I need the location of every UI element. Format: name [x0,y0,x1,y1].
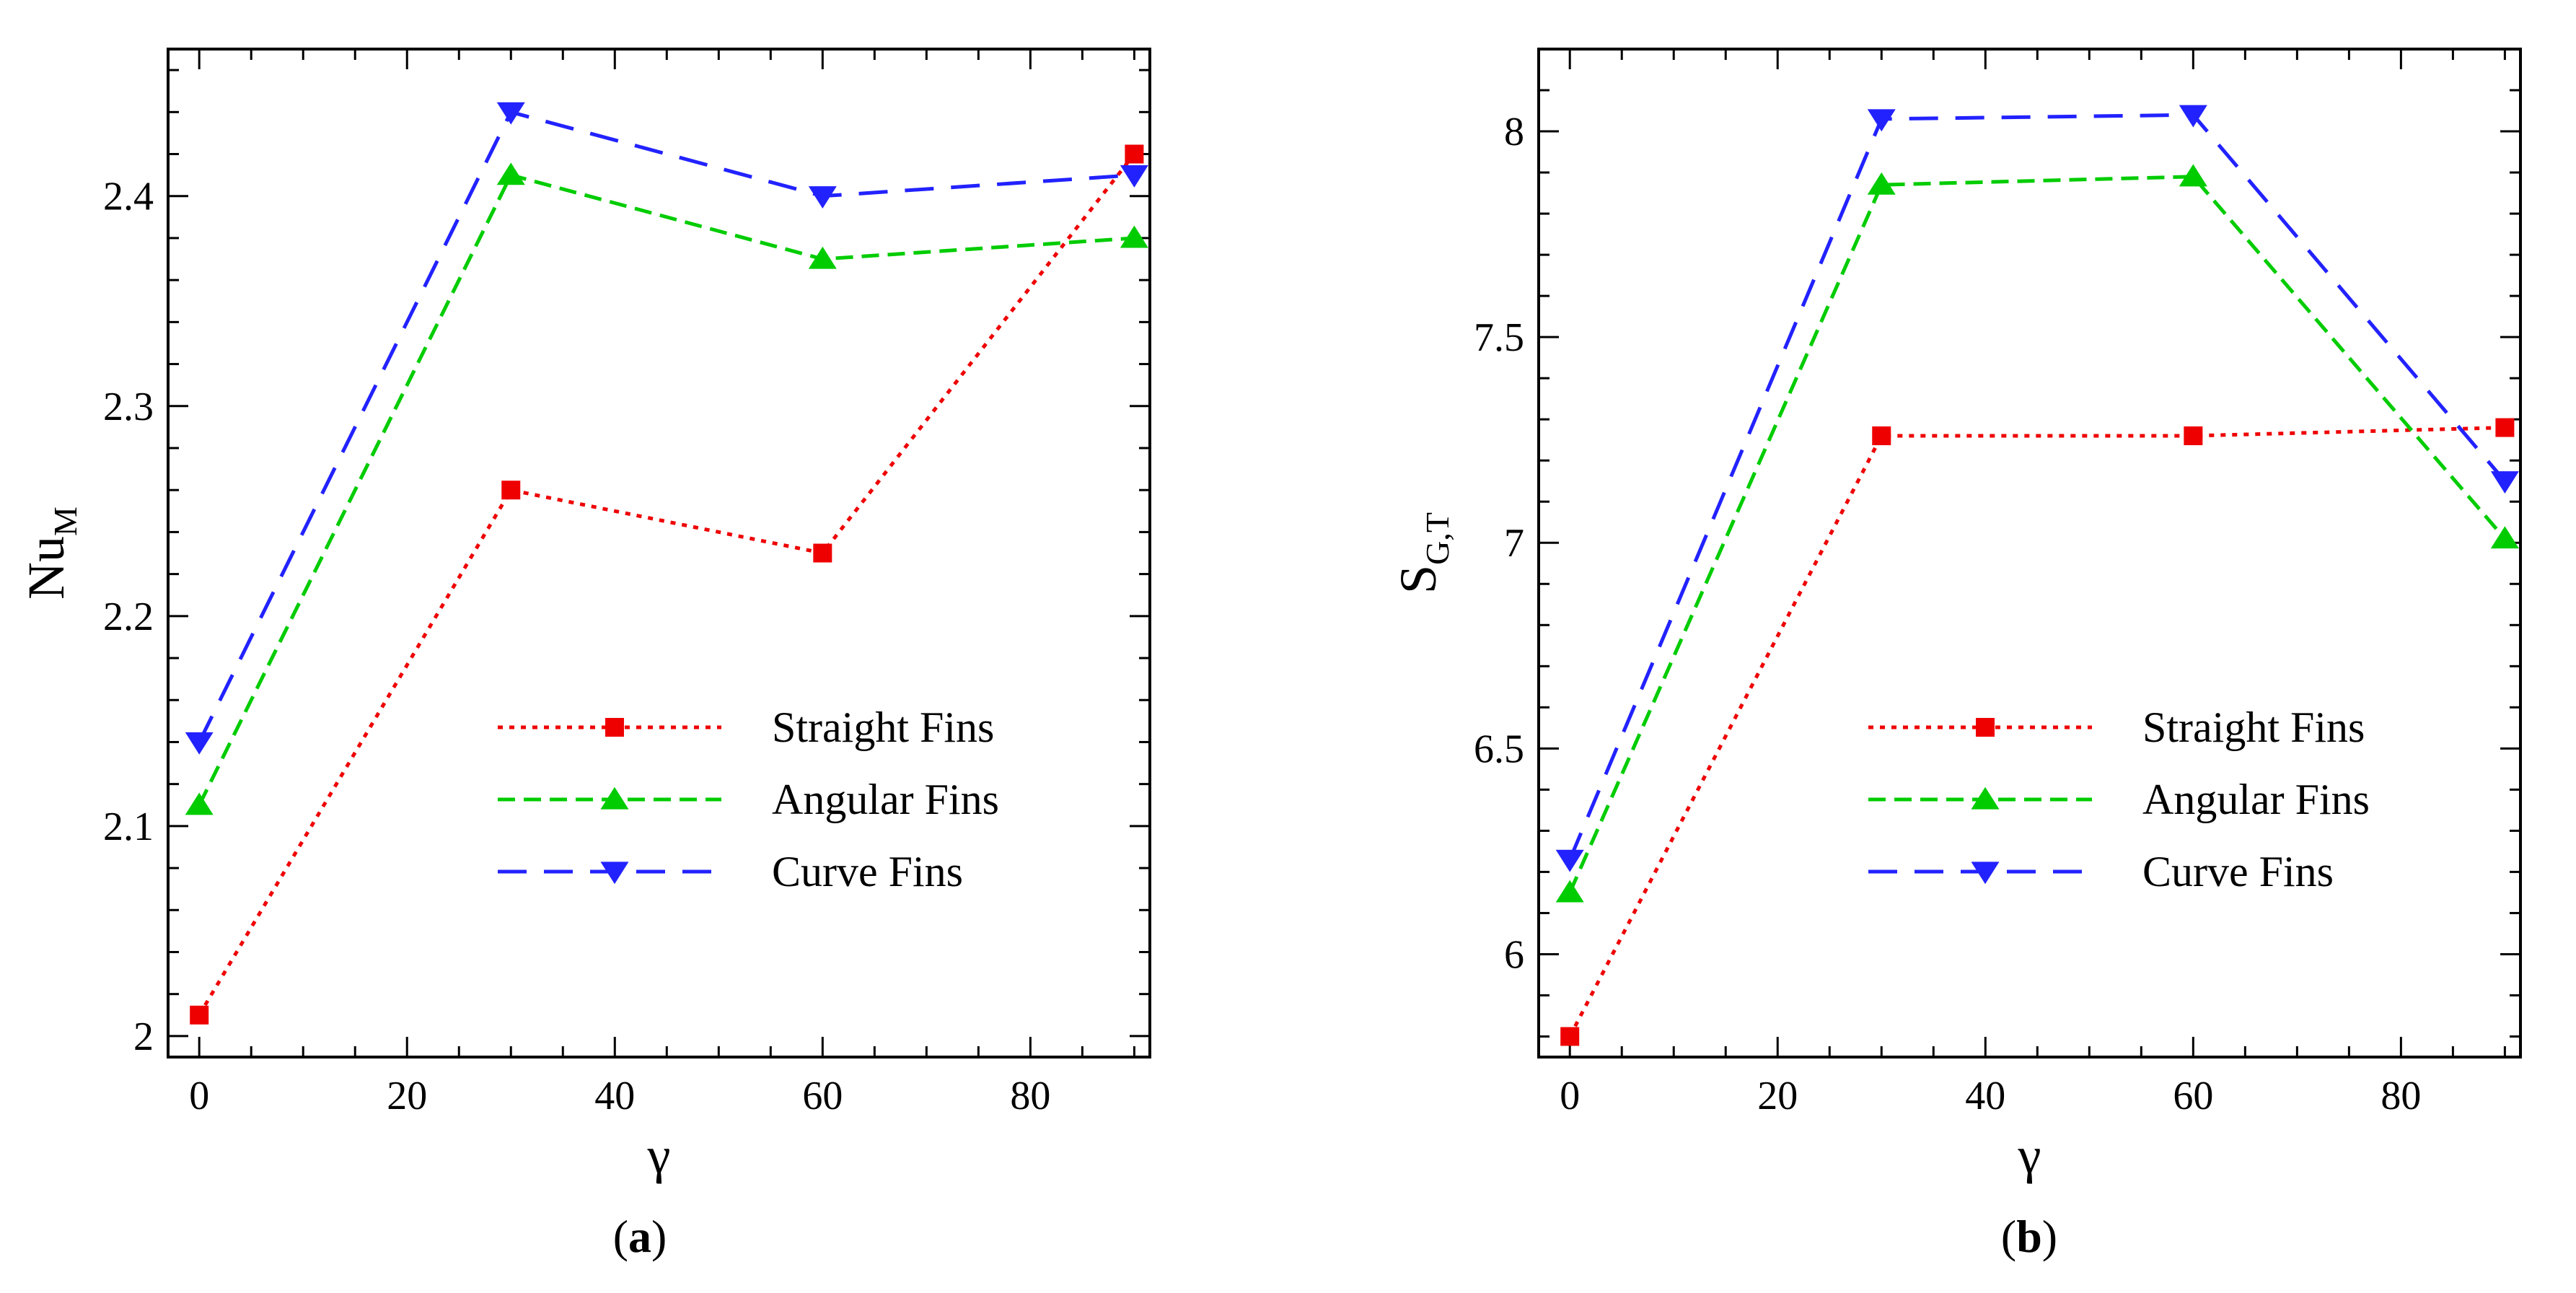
data-point-curve-fins [2490,471,2519,494]
data-point-straight-fins [813,543,832,563]
x-tick-label: 80 [1010,1074,1050,1118]
series-line-straight-fins [198,152,1136,1017]
y-tick-label: 8 [1504,110,1524,154]
caption-letter: a [628,1211,651,1262]
legend-label: Straight Fins [2142,704,2365,751]
legend-label: Curve Fins [2142,848,2334,895]
y-tick-label: 7 [1504,521,1524,566]
chart-panel-a: 0 20 40 60 80 2 2.1 2.2 2.3 2.4 γ NuM Straight Fins A… [17,48,1151,1262]
y-tick-label: 2.3 [103,385,154,429]
x-tick-label: 0 [189,1074,209,1118]
y-axis-title-main: Nu [17,536,75,600]
data-point-straight-fins [190,1005,209,1025]
data-point-straight-fins [2495,418,2515,437]
series-line-curve-fins [1568,113,2507,861]
data-point-angular-fins [2490,526,2519,549]
chart-panel-b: 0 20 40 60 80 6 6.5 7 7.5 8 γ SG,T Straight Fins Angu… [1389,48,2522,1262]
x-tick-label: 40 [1965,1074,2005,1118]
y-tick-label: 2.1 [103,805,154,849]
data-point-curve-fins [1120,165,1148,188]
data-point-straight-fins [1560,1027,1580,1046]
legend-marker [600,862,629,885]
caption-open-paren: ( [613,1211,628,1262]
x-tick-label: 40 [594,1074,635,1118]
y-tick-label: 7.5 [1474,315,1524,360]
data-point-straight-fins [1872,426,1891,445]
x-tick-label: 20 [387,1074,427,1118]
x-tick-label: 60 [802,1074,843,1118]
caption-letter: b [2016,1211,2042,1262]
y-axis-title-subscript: G,T [1419,512,1456,565]
y-axis-title: SG,T [1389,512,1456,594]
series-line-angular-fins [197,172,1135,806]
y-axis-title-main: S [1389,565,1447,594]
data-point-angular-fins [1120,225,1148,248]
data-point-curve-fins [496,102,525,125]
data-point-angular-fins [808,246,837,269]
data-point-straight-fins [1125,144,1144,164]
x-tick-label: 80 [2381,1074,2421,1118]
y-axis-title-subscript: M [47,507,84,536]
data-point-curve-fins [2179,105,2207,128]
data-point-angular-fins [1867,172,1896,195]
legend-marker [1971,786,2000,810]
legend-marker [605,718,624,737]
y-tick-label: 2.4 [103,175,154,219]
panel-caption: (b) [2001,1211,2057,1262]
data-point-angular-fins [496,162,525,185]
data-point-curve-fins [1867,109,1896,132]
caption-open-paren: ( [2001,1211,2016,1262]
y-tick-label: 6 [1504,932,1524,977]
y-tick-label: 2.2 [103,595,154,639]
data-point-straight-fins [501,481,521,500]
legend-marker [1976,718,1995,737]
x-tick-label: 60 [2173,1074,2213,1118]
legend-label: Angular Fins [772,776,999,823]
x-axis-title: γ [647,1126,671,1184]
caption-close-paren: ) [651,1211,667,1262]
data-point-angular-fins [2179,164,2207,187]
x-axis-title: γ [2018,1126,2041,1184]
x-tick-label: 0 [1560,1074,1580,1118]
legend-marker [1971,862,2000,885]
data-point-curve-fins [185,732,214,755]
data-point-angular-fins [1555,880,1584,903]
caption-close-paren: ) [2042,1211,2057,1262]
legend-marker [600,786,629,810]
y-tick-label: 6.5 [1474,727,1524,771]
y-axis-title: NuM [17,507,84,600]
x-tick-label: 20 [1757,1074,1798,1118]
series-line-curve-fins [197,110,1135,743]
plot-frame [1537,48,2522,1058]
legend-label: Angular Fins [2142,776,2370,823]
data-point-angular-fins [185,792,214,815]
data-point-curve-fins [808,186,837,209]
plot-frame [167,48,1151,1058]
data-point-straight-fins [2184,426,2203,445]
legend-label: Curve Fins [772,848,963,895]
data-point-curve-fins [1555,849,1584,872]
series-line-straight-fins [1568,426,2505,1038]
y-tick-label: 2 [133,1014,154,1059]
legend-label: Straight Fins [772,704,994,751]
panel-caption: (a) [613,1211,667,1262]
